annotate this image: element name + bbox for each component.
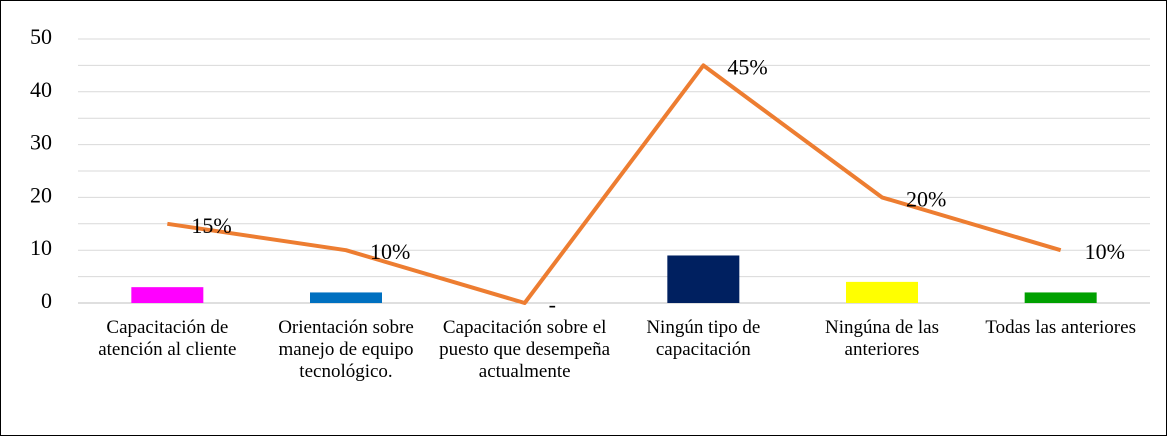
data-label: 10% [370,239,410,264]
bar [310,292,382,303]
x-tick-label: Orientación sobre manejo de equipo tecno… [278,317,414,382]
y-tick-label: 0 [41,288,52,313]
y-tick-label: 30 [30,130,52,155]
bar [667,255,740,303]
data-label: 45% [727,54,767,79]
y-tick-label: 50 [30,24,52,49]
data-label: - [549,292,556,317]
x-tick-label: Ningún tipo de capacitación [646,317,761,360]
bar [846,281,918,303]
data-label: 20% [906,186,946,211]
line [167,63,1062,305]
y-tick-label: 10 [30,235,52,260]
x-tick-label: Todas las anteriores [985,317,1136,338]
x-tick-label: Ningúna de las anteriores [825,317,939,360]
x-tick-label: Capacitación de atención al cliente [98,317,237,360]
y-tick-label: 40 [30,77,52,102]
y-tick-label: 20 [30,182,52,207]
bar [131,287,204,303]
bar [1024,292,1097,303]
x-tick-label: Capacitación sobre el puesto que desempe… [439,317,611,382]
data-label: 10% [1085,239,1125,264]
data-label: 15% [191,213,231,238]
